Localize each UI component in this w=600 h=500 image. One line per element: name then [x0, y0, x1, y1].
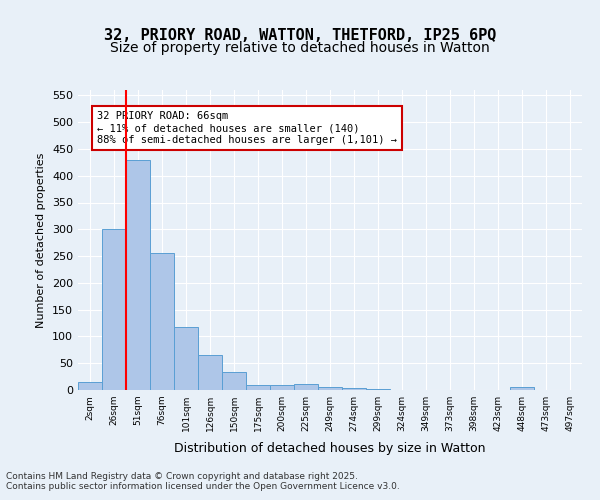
Y-axis label: Number of detached properties: Number of detached properties	[37, 152, 46, 328]
Bar	[318, 388, 342, 390]
Text: Contains public sector information licensed under the Open Government Licence v3: Contains public sector information licen…	[6, 482, 400, 491]
Bar	[198, 355, 222, 390]
Bar	[102, 230, 126, 390]
Bar	[270, 384, 294, 390]
Bar	[222, 372, 246, 390]
Bar	[294, 384, 318, 390]
Bar	[246, 384, 270, 390]
Text: 32, PRIORY ROAD, WATTON, THETFORD, IP25 6PQ: 32, PRIORY ROAD, WATTON, THETFORD, IP25 …	[104, 28, 496, 42]
Bar	[342, 388, 366, 390]
Bar	[126, 160, 150, 390]
Text: 32 PRIORY ROAD: 66sqm
← 11% of detached houses are smaller (140)
88% of semi-det: 32 PRIORY ROAD: 66sqm ← 11% of detached …	[97, 112, 397, 144]
Bar	[78, 382, 102, 390]
Text: Contains HM Land Registry data © Crown copyright and database right 2025.: Contains HM Land Registry data © Crown c…	[6, 472, 358, 481]
Bar	[174, 327, 198, 390]
Bar	[510, 388, 534, 390]
Bar	[150, 254, 174, 390]
Text: Size of property relative to detached houses in Watton: Size of property relative to detached ho…	[110, 41, 490, 55]
X-axis label: Distribution of detached houses by size in Watton: Distribution of detached houses by size …	[174, 442, 486, 456]
